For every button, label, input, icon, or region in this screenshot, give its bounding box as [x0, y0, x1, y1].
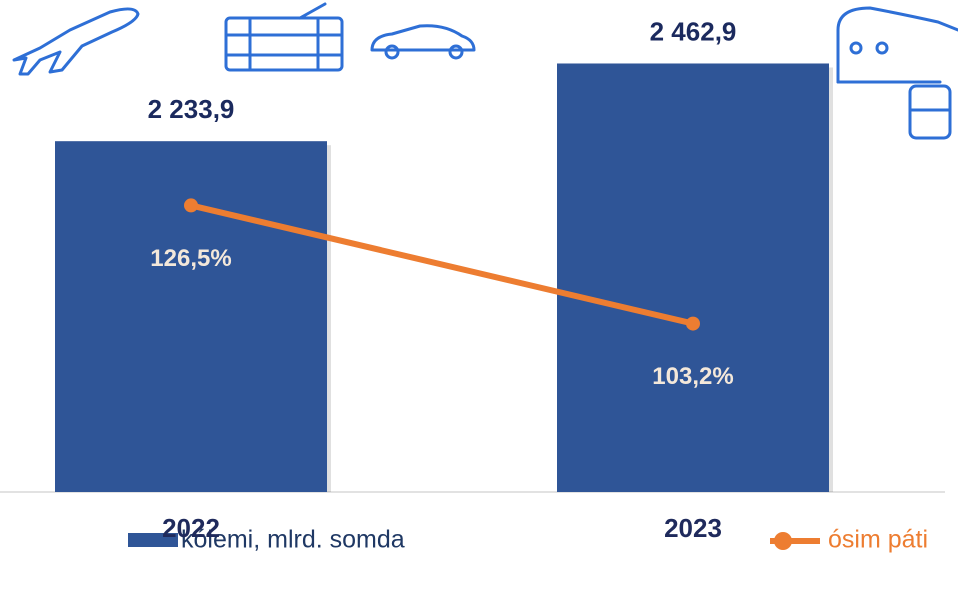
- bar: [55, 141, 327, 493]
- legend: kólemi, mlrd. somda ósim páti: [128, 526, 928, 554]
- bar-value-label: 2 462,9: [650, 16, 737, 46]
- line-point: [184, 198, 198, 213]
- train-icon: [836, 6, 958, 140]
- bar-value-label: 2 233,9: [148, 94, 235, 124]
- car-icon: [370, 24, 476, 60]
- tram-icon: [224, 2, 344, 72]
- x-tick-label: 2022: [162, 513, 220, 543]
- legend-label: ósim páti: [828, 526, 928, 554]
- x-tick-label: 2023: [664, 513, 722, 543]
- legend-swatch: [128, 533, 178, 547]
- line-value-label: 103,2%: [652, 363, 733, 390]
- line-point: [686, 316, 700, 331]
- line: [188, 202, 696, 327]
- line-value-label: 126,5%: [150, 245, 231, 272]
- plane-icon: [12, 7, 140, 76]
- legend-dot: [774, 532, 792, 550]
- bar: [557, 63, 829, 493]
- legend-label: kólemi, mlrd. somda: [181, 526, 405, 554]
